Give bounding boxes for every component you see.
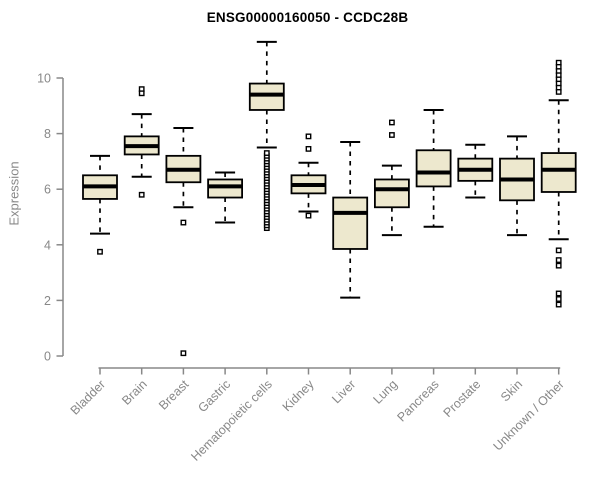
x-tick-label: Hematopoietic cells xyxy=(188,377,275,464)
x-tick-label: Breast xyxy=(156,377,192,413)
outlier-point xyxy=(180,219,187,226)
boxplot-pancreas xyxy=(415,108,452,228)
y-tick-label: 2 xyxy=(44,294,51,308)
outlier-point xyxy=(555,262,562,269)
outlier-point xyxy=(305,145,312,152)
x-tick-label: Liver xyxy=(329,377,358,406)
boxplot-lung xyxy=(373,119,410,237)
outlier-point xyxy=(389,119,395,126)
iqr-box xyxy=(373,178,410,209)
x-tick-label: Prostate xyxy=(441,377,484,420)
x-tick-label: Skin xyxy=(498,377,525,404)
outlier-point xyxy=(555,301,562,308)
x-tick-label: Unknown / Other xyxy=(491,377,567,453)
y-tick-label: 6 xyxy=(44,183,51,197)
y-tick-label: 8 xyxy=(44,127,51,141)
iqr-box xyxy=(540,152,577,193)
boxplot-breast xyxy=(165,127,202,357)
iqr-box xyxy=(332,196,369,250)
outlier-point xyxy=(138,90,145,97)
y-tick-label: 4 xyxy=(44,238,51,252)
iqr-box xyxy=(248,82,285,111)
boxplot-hematopoietic-cells xyxy=(248,40,285,232)
outlier-point xyxy=(555,247,562,254)
outlier-point xyxy=(555,296,562,302)
outlier-point xyxy=(555,257,562,263)
outlier-point xyxy=(389,132,395,138)
boxplot-brain xyxy=(123,86,160,198)
boxplot-bladder xyxy=(82,154,118,255)
iqr-box xyxy=(415,149,452,188)
iqr-box xyxy=(207,178,244,199)
x-tick-label: Bladder xyxy=(68,377,108,417)
outlier-point xyxy=(555,290,562,297)
x-tick-label: Lung xyxy=(370,377,400,407)
y-tick-label: 10 xyxy=(37,72,51,86)
outlier-point xyxy=(263,150,270,156)
outlier-point xyxy=(138,191,145,198)
x-tick-label: Pancreas xyxy=(394,377,441,424)
outlier-point xyxy=(305,133,312,140)
boxplot-gastric xyxy=(207,171,244,224)
outlier-point xyxy=(305,212,312,219)
outlier-point xyxy=(555,88,562,95)
chart-title: ENSG00000160050 - CCDC28B xyxy=(206,10,409,25)
boxplot-liver xyxy=(332,140,369,299)
y-tick-label: 0 xyxy=(44,350,51,364)
x-tick-label: Gastric xyxy=(195,377,233,415)
boxplot-skin xyxy=(499,135,535,237)
boxplot-prostate xyxy=(457,143,494,199)
x-tick-label: Brain xyxy=(119,377,150,408)
boxplot-unknown-other xyxy=(540,59,577,308)
x-tick-label: Kidney xyxy=(280,377,317,414)
outlier-point xyxy=(97,248,103,255)
boxplot-kidney xyxy=(290,133,327,219)
outlier-point xyxy=(180,350,187,357)
